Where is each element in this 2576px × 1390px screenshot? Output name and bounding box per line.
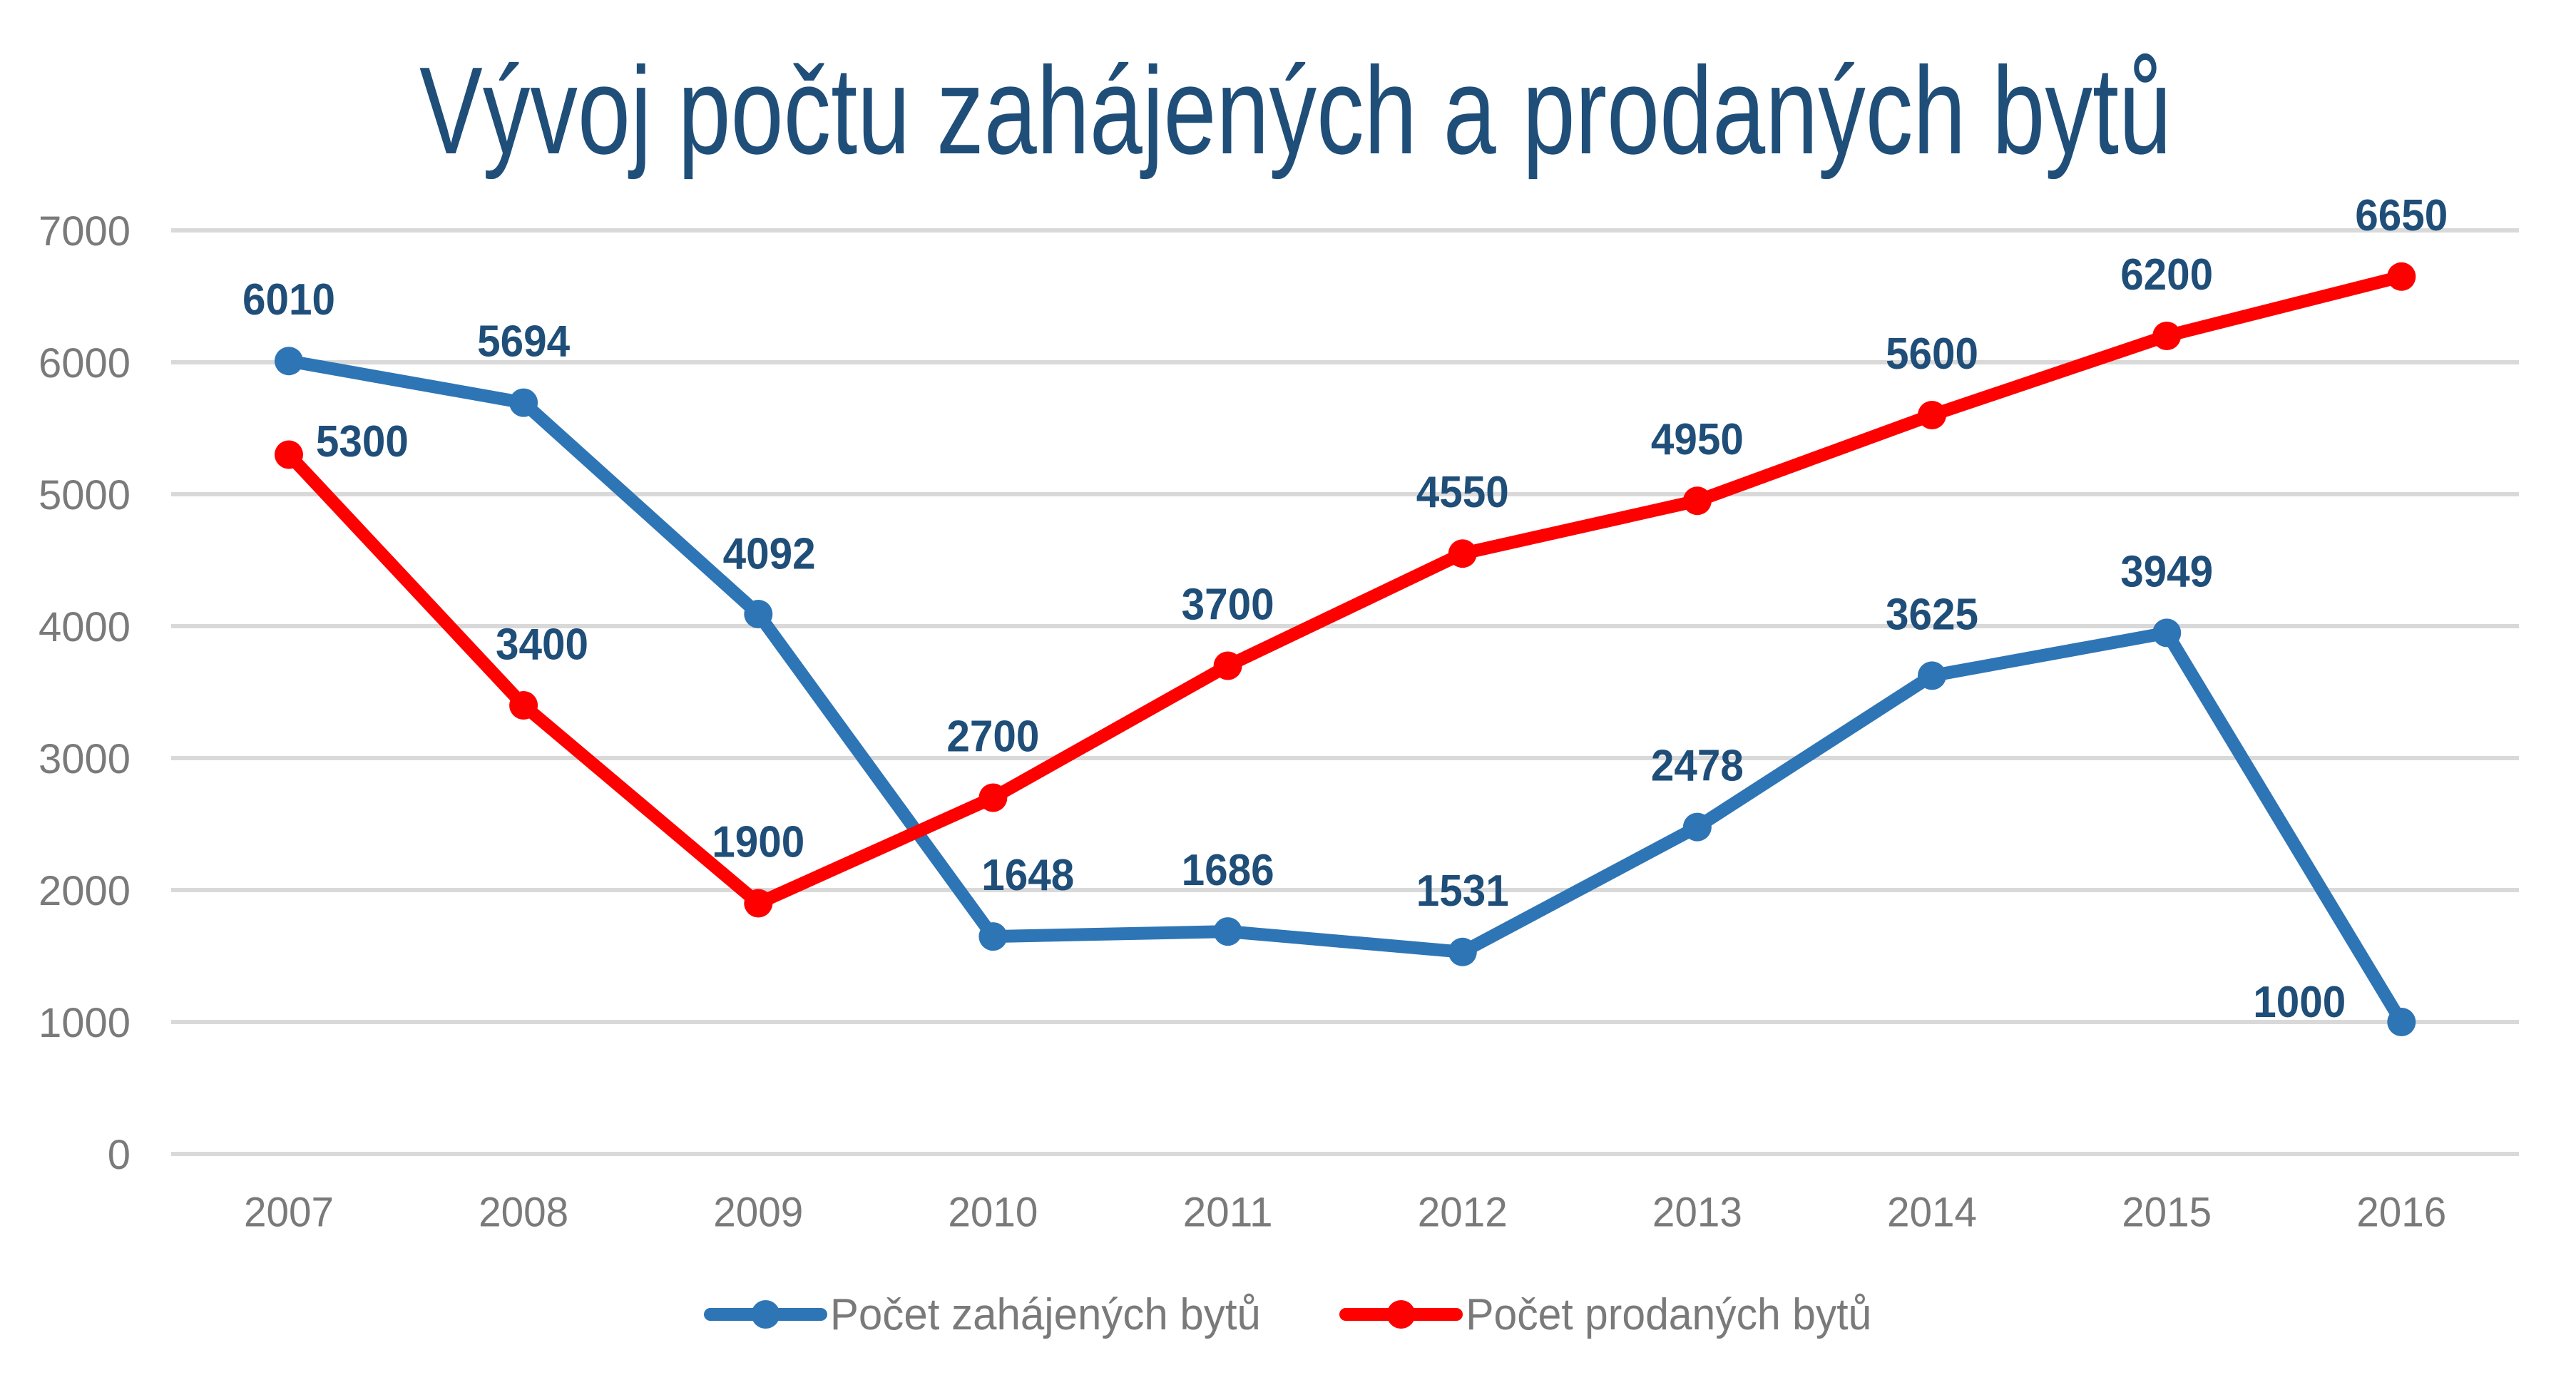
svg-text:1531: 1531 [1416,867,1509,916]
svg-text:7000: 7000 [39,208,131,255]
svg-text:3949: 3949 [2120,547,2213,596]
svg-text:1686: 1686 [1182,846,1274,895]
svg-text:Počet zahájených bytů: Počet zahájených bytů [830,1290,1261,1339]
svg-text:3400: 3400 [496,620,588,670]
svg-text:2007: 2007 [244,1190,334,1236]
svg-text:Vývoj počtu zahájených a proda: Vývoj počtu zahájených a prodaných bytů [419,41,2172,180]
svg-text:2700: 2700 [946,712,1039,762]
svg-text:4092: 4092 [723,530,816,579]
svg-text:5600: 5600 [1886,329,1978,379]
svg-text:2015: 2015 [2122,1190,2212,1236]
svg-text:Počet prodaných bytů: Počet prodaných bytů [1466,1290,1871,1339]
svg-text:3000: 3000 [39,736,131,782]
svg-text:3625: 3625 [1886,590,1978,639]
svg-text:1900: 1900 [712,818,804,867]
svg-text:4950: 4950 [1651,415,1744,464]
svg-text:2011: 2011 [1183,1190,1273,1236]
svg-text:2014: 2014 [1887,1190,1977,1236]
svg-text:0: 0 [108,1132,131,1178]
svg-text:4000: 4000 [39,604,131,650]
svg-text:2478: 2478 [1651,742,1744,791]
svg-text:1000: 1000 [39,1000,131,1046]
svg-text:2013: 2013 [1652,1190,1742,1236]
svg-text:5000: 5000 [39,472,131,518]
svg-text:2008: 2008 [479,1190,568,1236]
svg-text:6000: 6000 [39,340,131,387]
svg-text:4550: 4550 [1416,468,1509,517]
svg-text:5694: 5694 [477,317,570,367]
svg-text:2016: 2016 [2356,1190,2446,1236]
svg-text:1648: 1648 [981,851,1074,900]
svg-text:3700: 3700 [1182,581,1274,630]
svg-text:2010: 2010 [948,1190,1038,1236]
svg-text:6010: 6010 [242,275,335,324]
svg-text:6200: 6200 [2120,250,2213,300]
svg-text:2012: 2012 [1418,1190,1508,1236]
svg-text:1000: 1000 [2253,978,2346,1027]
svg-text:2009: 2009 [713,1190,803,1236]
svg-text:2000: 2000 [39,868,131,914]
svg-text:6650: 6650 [2355,191,2448,240]
svg-text:5300: 5300 [316,417,409,466]
